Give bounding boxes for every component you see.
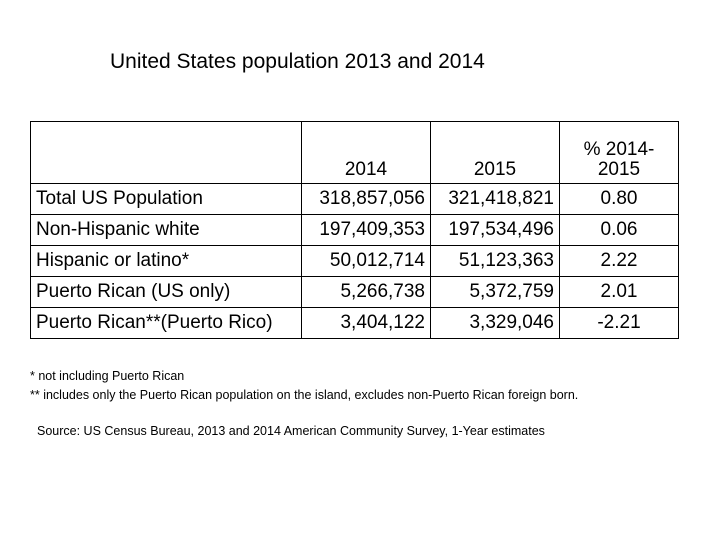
cell-2015: 51,123,363 [430,245,560,277]
cell-pct: 0.06 [559,214,679,246]
header-pct-line2: 2015 [597,159,641,180]
row-label: Hispanic or latino* [30,245,302,277]
cell-2015: 197,534,496 [430,214,560,246]
page-title: United States population 2013 and 2014 [110,50,485,73]
header-cell-label [30,121,302,184]
cell-2014: 5,266,738 [301,276,431,308]
cell-2014: 318,857,056 [301,183,431,215]
cell-2014: 197,409,353 [301,214,431,246]
header-pct-line1: % 2014- [583,139,655,160]
cell-pct: 0.80 [559,183,679,215]
row-label: Puerto Rican**(Puerto Rico) [30,307,302,339]
header-cell-2014: 2014 [301,121,431,184]
header-cell-2015: 2015 [430,121,560,184]
row-label: Puerto Rican (US only) [30,276,302,308]
cell-pct: -2.21 [559,307,679,339]
table-row: Total US Population 318,857,056 321,418,… [30,183,679,215]
row-label: Total US Population [30,183,302,215]
cell-2015: 3,329,046 [430,307,560,339]
footnotes: * not including Puerto Rican ** includes… [30,367,578,405]
table-row: Puerto Rican**(Puerto Rico) 3,404,122 3,… [30,307,679,339]
cell-2015: 5,372,759 [430,276,560,308]
footnote-1: * not including Puerto Rican [30,369,185,383]
cell-2014: 50,012,714 [301,245,431,277]
cell-2015: 321,418,821 [430,183,560,215]
footnote-2: ** includes only the Puerto Rican popula… [30,388,579,402]
cell-2014: 3,404,122 [301,307,431,339]
cell-pct: 2.22 [559,245,679,277]
population-table: 2014 2015 % 2014- 2015 Total US Populatio… [30,121,679,339]
table-row: Puerto Rican (US only) 5,266,738 5,372,7… [30,276,679,308]
header-cell-pct: % 2014- 2015 [559,121,679,184]
table-row: Non-Hispanic white 197,409,353 197,534,4… [30,214,679,246]
table-header-row: 2014 2015 % 2014- 2015 [30,121,679,184]
row-label: Non-Hispanic white [30,214,302,246]
cell-pct: 2.01 [559,276,679,308]
source-note: Source: US Census Bureau, 2013 and 2014 … [37,424,545,438]
table-row: Hispanic or latino* 50,012,714 51,123,36… [30,245,679,277]
